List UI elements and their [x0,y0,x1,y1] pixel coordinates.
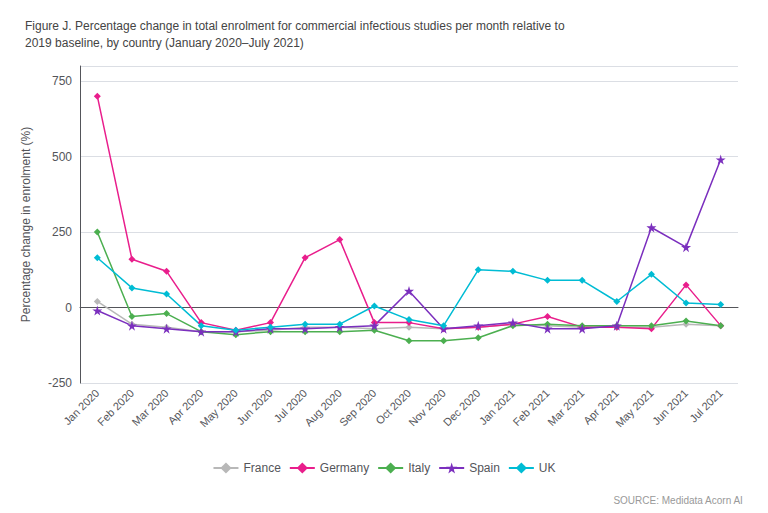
svg-text:750: 750 [52,74,72,88]
svg-text:Feb 2020: Feb 2020 [95,387,136,428]
svg-text:May 2020: May 2020 [197,387,240,430]
svg-text:Germany: Germany [320,461,369,475]
svg-text:2019 baseline, by country (Jan: 2019 baseline, by country (January 2020–… [25,36,304,50]
svg-text:France: France [243,461,281,475]
svg-text:Dec 2020: Dec 2020 [441,387,483,429]
svg-text:-250: -250 [48,376,72,390]
svg-text:May 2021: May 2021 [613,387,656,430]
svg-text:Jun 2020: Jun 2020 [234,387,274,427]
svg-text:Aug 2020: Aug 2020 [302,386,344,429]
svg-text:Apr 2021: Apr 2021 [581,386,621,427]
svg-text:Nov 2020: Nov 2020 [406,386,448,429]
svg-text:UK: UK [539,461,556,475]
svg-text:Jun 2021: Jun 2021 [650,387,690,427]
svg-text:Mar 2021: Mar 2021 [545,387,586,428]
svg-text:Apr 2020: Apr 2020 [165,386,206,427]
svg-text:Jan 2021: Jan 2021 [476,386,518,428]
svg-text:Jan 2020: Jan 2020 [61,386,102,428]
svg-text:Sep 2020: Sep 2020 [337,387,379,429]
svg-text:Jul 2020: Jul 2020 [271,386,310,425]
svg-text:Percentage change in enrolment: Percentage change in enrolment (%) [19,127,33,322]
svg-text:250: 250 [52,225,72,239]
svg-text:Figure J. Percentage change in: Figure J. Percentage change in total enr… [25,19,565,33]
svg-text:SOURCE: Medidata Acorn AI: SOURCE: Medidata Acorn AI [613,495,743,506]
svg-text:Italy: Italy [408,461,430,475]
svg-text:500: 500 [52,150,72,164]
svg-text:0: 0 [65,301,72,315]
svg-text:Feb 2021: Feb 2021 [510,387,551,428]
svg-text:Spain: Spain [469,461,500,475]
svg-text:Mar 2020: Mar 2020 [130,387,171,428]
svg-text:Oct 2020: Oct 2020 [373,386,414,427]
svg-text:Jul 2021: Jul 2021 [687,387,725,425]
